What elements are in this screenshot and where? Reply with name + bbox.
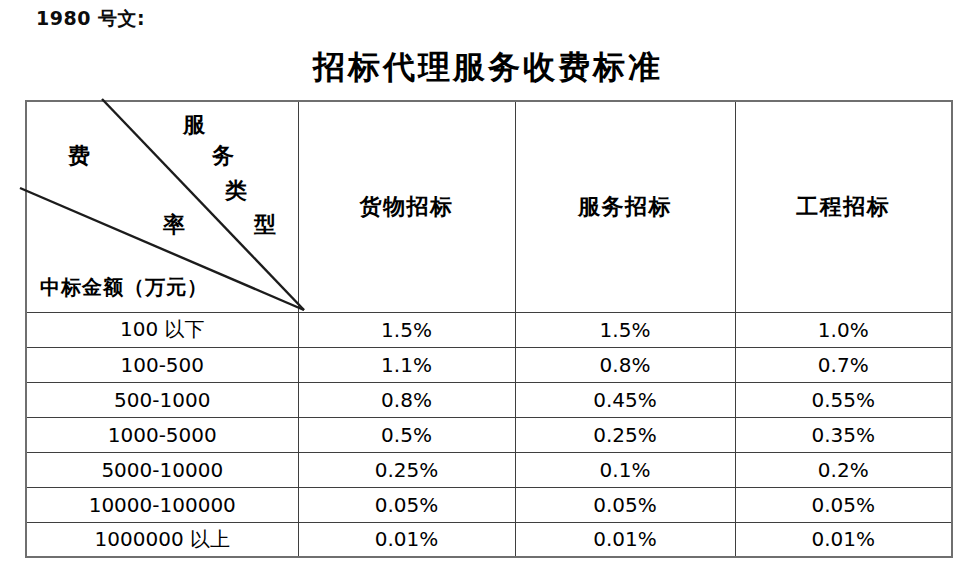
table-row: 500-1000 0.8% 0.45% 0.55% xyxy=(26,382,952,417)
table-row: 1000000 以上 0.01% 0.01% 0.01% xyxy=(26,522,952,557)
column-header-goods: 货物招标 xyxy=(298,101,515,312)
fee-rate-cell: 0.5% xyxy=(298,417,515,452)
corner-amount-label: 中标金额（万元） xyxy=(40,274,208,301)
fee-rate-cell: 0.1% xyxy=(515,452,735,487)
table-row: 10000-100000 0.05% 0.05% 0.05% xyxy=(26,487,952,522)
table-row: 100-500 1.1% 0.8% 0.7% xyxy=(26,347,952,382)
doc-number-label: 1980 号文: xyxy=(36,6,145,32)
fee-rate-cell: 1.0% xyxy=(735,312,952,347)
fee-rate-cell: 0.01% xyxy=(735,522,952,557)
fee-rate-cell: 0.55% xyxy=(735,382,952,417)
table-row: 1000-5000 0.5% 0.25% 0.35% xyxy=(26,417,952,452)
amount-range-cell: 5000-10000 xyxy=(26,452,298,487)
fee-rate-cell: 1.5% xyxy=(298,312,515,347)
fee-rate-cell: 0.8% xyxy=(298,382,515,417)
amount-range-cell: 100 以下 xyxy=(26,312,298,347)
amount-range-cell: 500-1000 xyxy=(26,382,298,417)
fee-rate-cell: 0.05% xyxy=(515,487,735,522)
corner-service-type-char: 类 xyxy=(224,178,248,202)
fee-rate-cell: 1.5% xyxy=(515,312,735,347)
table-header-row: 服 务 类 型 费 率 中标金额（万元） 货物招标 服务招标 工程招标 xyxy=(26,101,952,312)
corner-rate-char: 费 xyxy=(67,143,91,167)
diagonal-corner-cell: 服 务 类 型 费 率 中标金额（万元） xyxy=(26,101,298,312)
fee-rate-cell: 0.01% xyxy=(515,522,735,557)
amount-range-cell: 1000000 以上 xyxy=(26,522,298,557)
amount-range-cell: 100-500 xyxy=(26,347,298,382)
fee-standard-table: 服 务 类 型 费 率 中标金额（万元） 货物招标 服务招标 工程招标 100 … xyxy=(25,100,953,558)
corner-service-type-char: 型 xyxy=(253,212,277,236)
column-header-services: 服务招标 xyxy=(515,101,735,312)
fee-rate-cell: 0.8% xyxy=(515,347,735,382)
fee-rate-cell: 0.35% xyxy=(735,417,952,452)
fee-rate-cell: 0.25% xyxy=(298,452,515,487)
corner-service-type-char: 服 xyxy=(182,112,206,136)
fee-rate-cell: 1.1% xyxy=(298,347,515,382)
page-title: 招标代理服务收费标准 xyxy=(0,46,976,90)
fee-rate-cell: 0.7% xyxy=(735,347,952,382)
fee-rate-cell: 0.05% xyxy=(735,487,952,522)
fee-rate-cell: 0.05% xyxy=(298,487,515,522)
fee-rate-cell: 0.45% xyxy=(515,382,735,417)
fee-rate-cell: 0.25% xyxy=(515,417,735,452)
fee-rate-cell: 0.2% xyxy=(735,452,952,487)
amount-range-cell: 10000-100000 xyxy=(26,487,298,522)
fee-rate-cell: 0.01% xyxy=(298,522,515,557)
corner-rate-char: 率 xyxy=(162,212,186,236)
column-header-engineering: 工程招标 xyxy=(735,101,952,312)
table-row: 100 以下 1.5% 1.5% 1.0% xyxy=(26,312,952,347)
table-row: 5000-10000 0.25% 0.1% 0.2% xyxy=(26,452,952,487)
corner-service-type-char: 务 xyxy=(211,143,235,167)
amount-range-cell: 1000-5000 xyxy=(26,417,298,452)
